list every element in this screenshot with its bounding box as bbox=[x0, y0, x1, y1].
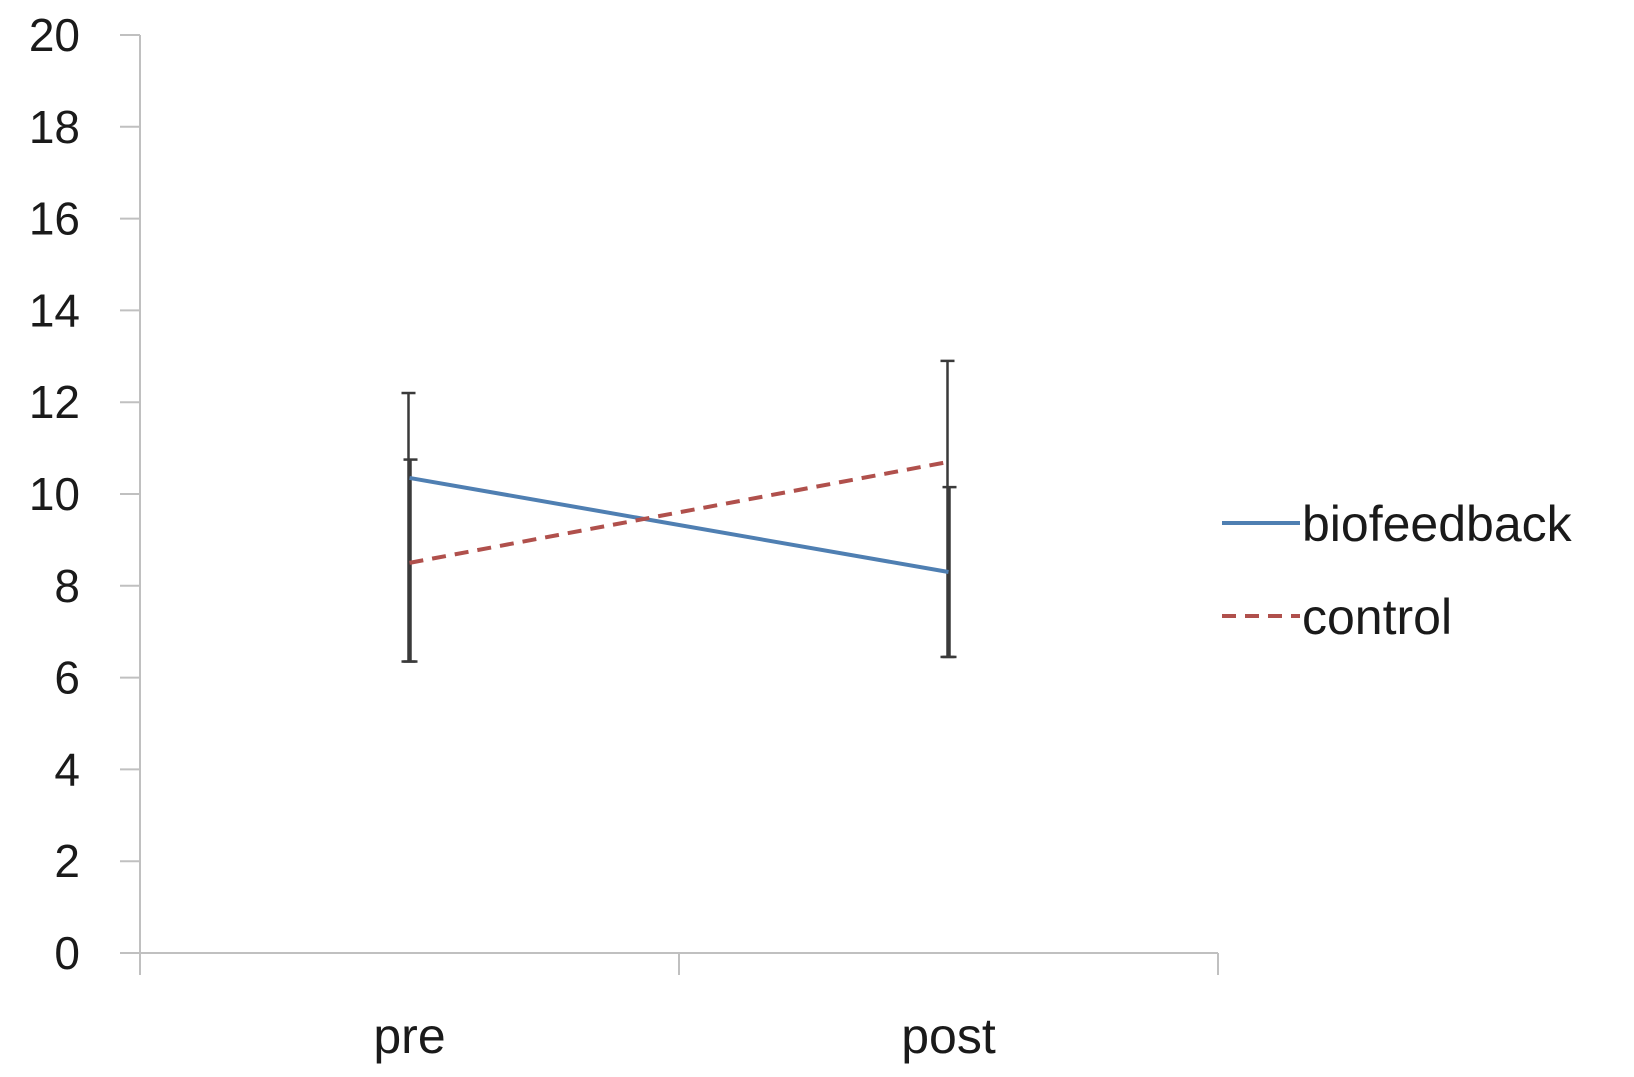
error-bar-biofeedback-post bbox=[940, 359, 955, 659]
error-bar-control-post bbox=[942, 485, 957, 659]
y-tick-label: 4 bbox=[54, 743, 80, 795]
y-tick-label: 18 bbox=[29, 101, 80, 153]
y-tick-label: 10 bbox=[29, 468, 80, 520]
axes: 0 2 4 6 8 10 12 14 16 18 20 pre post bbox=[29, 9, 1219, 1064]
x-category-label-pre: pre bbox=[373, 1008, 445, 1064]
y-tick-label: 16 bbox=[29, 193, 80, 245]
series-lines bbox=[409, 459, 949, 575]
series-line-biofeedback bbox=[409, 475, 949, 575]
legend-item-biofeedback: biofeedback bbox=[1222, 496, 1573, 552]
error-bar-biofeedback-pre bbox=[401, 391, 416, 663]
y-tick-label: 0 bbox=[54, 927, 80, 979]
y-tick-label: 2 bbox=[54, 835, 80, 887]
legend-item-control: control bbox=[1222, 589, 1452, 645]
legend: biofeedback control bbox=[1222, 496, 1573, 645]
legend-label-biofeedback: biofeedback bbox=[1302, 496, 1573, 552]
series-line-control bbox=[409, 459, 949, 565]
y-tick-label: 8 bbox=[54, 560, 80, 612]
error-bars bbox=[401, 359, 957, 663]
y-tick-label: 20 bbox=[29, 9, 80, 61]
y-tick-label: 6 bbox=[54, 652, 80, 704]
error-bar-control-pre bbox=[403, 458, 418, 663]
y-tick-label: 12 bbox=[29, 376, 80, 428]
legend-label-control: control bbox=[1302, 589, 1452, 645]
x-category-label-post: post bbox=[901, 1008, 996, 1064]
y-tick-label: 14 bbox=[29, 284, 80, 336]
